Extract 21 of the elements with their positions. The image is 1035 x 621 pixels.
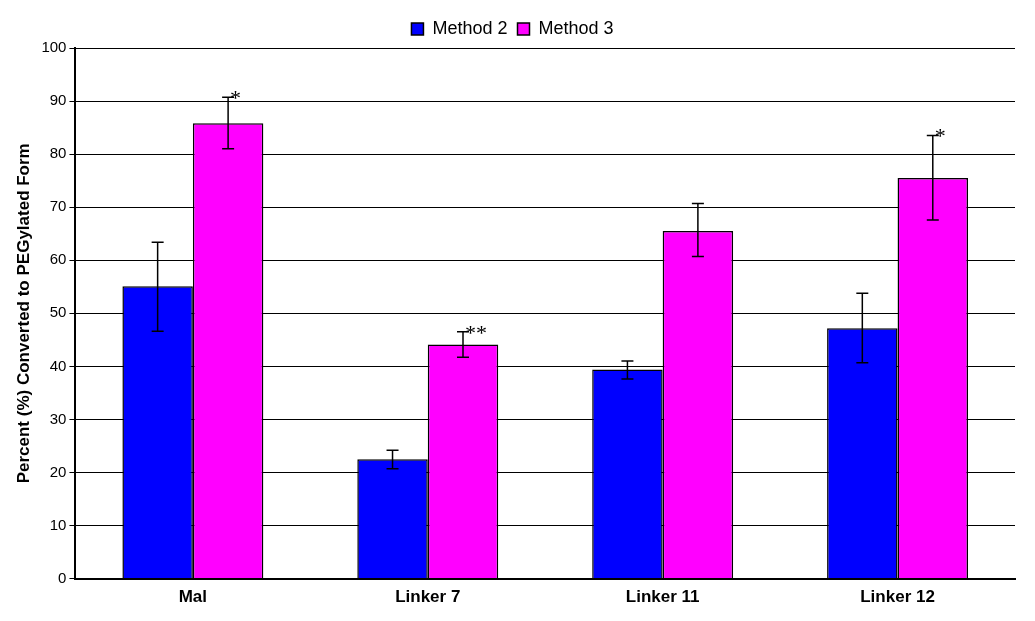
- y-tick-label: 0: [58, 568, 67, 586]
- x-tick-label: Linker 7: [395, 587, 461, 607]
- x-tick-label: Mal: [178, 587, 208, 607]
- annotation: *: [934, 123, 946, 149]
- y-tick-label: 80: [49, 144, 67, 162]
- annotation: **: [465, 319, 487, 345]
- y-tick-label: 50: [49, 303, 67, 321]
- y-tick-label: 90: [49, 91, 67, 109]
- x-tick-label: Linker 12: [860, 587, 935, 607]
- legend-label: Method 3: [538, 17, 614, 38]
- y-tick-label: 10: [49, 515, 67, 533]
- legend-label: Method 2: [432, 17, 508, 38]
- x-tick-label: Linker 11: [625, 587, 700, 607]
- y-axis-title: Percent (%) Converted to PEGylated Form: [13, 143, 33, 484]
- y-tick-label: 40: [49, 356, 67, 374]
- y-tick-label: 30: [49, 409, 67, 427]
- y-tick-label: 20: [49, 462, 67, 480]
- y-tick-label: 100: [41, 38, 67, 56]
- y-tick-label: 60: [49, 250, 67, 268]
- y-tick-label: 70: [49, 197, 67, 215]
- annotation: *: [230, 85, 242, 111]
